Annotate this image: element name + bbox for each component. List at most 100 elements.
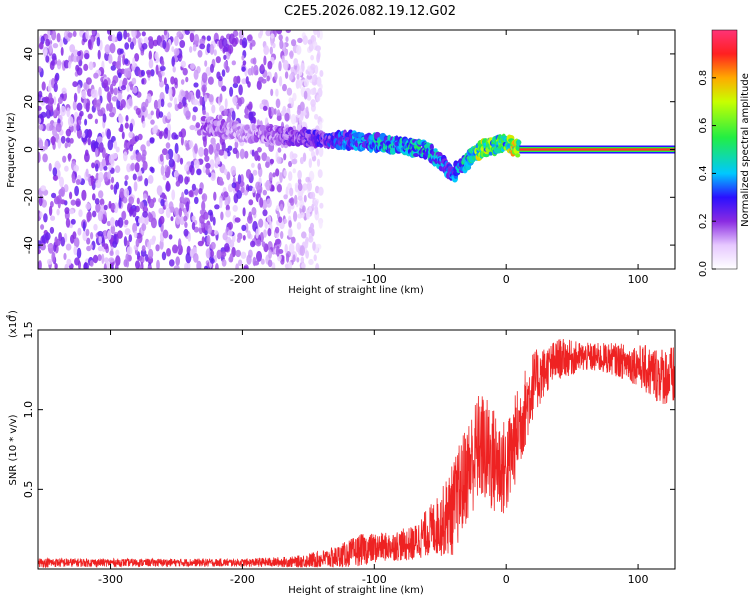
- spectrogram-noise-cell: [96, 36, 101, 47]
- spectrogram-noise-cell: [117, 92, 123, 102]
- spectrogram-noise-cell: [216, 249, 222, 260]
- spectrogram-noise-cell: [270, 33, 275, 39]
- spectrogram-noise-cell: [103, 263, 107, 269]
- spectrogram-noise-cell: [174, 142, 179, 154]
- spectrogram-noise-cell: [244, 150, 249, 159]
- spectrogram-noise-cell: [109, 83, 114, 93]
- spectrogram-noise-cell: [203, 148, 209, 157]
- spectrogram-noise-cell: [93, 97, 98, 109]
- spectrogram-noise-cell: [279, 39, 284, 50]
- spectrogram-noise-cell: [255, 228, 259, 239]
- spectrogram-noise-cell: [292, 168, 296, 174]
- spectrogram-noise-cell: [125, 115, 129, 122]
- spectrogram-noise-cell: [103, 79, 109, 88]
- spectrogram-noise-cell: [205, 66, 212, 77]
- spectrogram-noise-cell: [206, 234, 211, 246]
- spectrogram-noise-cell: [160, 98, 165, 108]
- spectrogram-noise-cell: [103, 243, 109, 250]
- spectrogram-noise-cell: [214, 229, 219, 236]
- spectrogram-noise-cell: [88, 129, 92, 139]
- spectrogram-noise-cell: [193, 253, 199, 263]
- spectrogram-noise-cell: [272, 42, 276, 49]
- spectrogram-noise-cell: [95, 172, 100, 181]
- spectrogram-noise-cell: [252, 169, 258, 176]
- spectrogram-noise-cell: [275, 238, 281, 245]
- spectrogram-noise-cell: [85, 203, 92, 210]
- spectrogram-noise-cell: [106, 128, 111, 140]
- colorbar-ticks: 0.0 0.2 0.4 0.6 0.8: [698, 70, 716, 277]
- spectrogram-noise-cell: [263, 55, 267, 66]
- snr-frame: [37, 329, 676, 570]
- spectrogram-noise-cell: [249, 42, 253, 50]
- spectrogram-noise-cell: [267, 60, 273, 70]
- spectrogram-noise-cell: [184, 30, 191, 35]
- spectrogram-noise-cell: [69, 137, 74, 144]
- spectrogram-noise-cell: [147, 113, 153, 120]
- spectrogram-noise-cell: [265, 161, 270, 168]
- spectrogram-noise-cell: [199, 43, 206, 50]
- spectrogram-noise-cell: [124, 42, 130, 50]
- spectrogram-noise-cell: [299, 212, 305, 218]
- y-tick-label: -20: [22, 188, 35, 206]
- spectrogram-noise-cell: [117, 230, 123, 239]
- x-tick-label: -100: [362, 573, 387, 586]
- spectrogram-noise-cell: [81, 189, 87, 201]
- spectrogram-noise-cell: [60, 135, 66, 144]
- spectrogram-noise-cell: [223, 151, 228, 160]
- spectrogram-noise-cell: [291, 236, 296, 244]
- spectrogram-noise-cell: [318, 146, 324, 158]
- spectrogram-noise-cell: [135, 107, 141, 115]
- spectrogram-noise-cell: [163, 77, 167, 86]
- spectrogram-noise-cell: [141, 78, 145, 85]
- spectrogram-noise-cell: [248, 211, 253, 221]
- spectrogram-noise-cell: [159, 215, 165, 225]
- spectrogram-noise-cell: [92, 210, 97, 218]
- spectrogram-noise-cell: [205, 168, 210, 176]
- spectrogram-noise-cell: [106, 220, 111, 227]
- spectrogram-noise-cell: [215, 263, 219, 269]
- spectrogram-noise-cell: [310, 88, 317, 96]
- spectrogram-signal-cell: [413, 153, 420, 157]
- spectrogram-noise-cell: [193, 34, 200, 45]
- spectrogram-noise-cell: [155, 244, 160, 252]
- spectrogram-noise-cell: [305, 209, 311, 220]
- spectrogram-noise-cell: [274, 72, 278, 81]
- spectrogram-noise-cell: [135, 238, 140, 248]
- colorbar-tick-label: 0.8: [698, 70, 709, 86]
- spectrogram-noise-cell: [159, 153, 164, 162]
- spectrogram-noise-cell: [232, 204, 238, 212]
- spectrogram-noise-cell: [118, 127, 124, 133]
- spectrogram-noise-cell: [75, 179, 81, 185]
- spectrogram-noise-cell: [161, 251, 167, 261]
- spectrogram-noise-cell: [83, 262, 89, 269]
- spectrogram-noise-cell: [138, 217, 142, 224]
- spectrogram-noise-cell: [108, 257, 115, 263]
- spectrogram-noise-cell: [295, 79, 300, 90]
- spectrogram-noise-cell: [117, 217, 124, 229]
- spectrogram-noise-cell: [142, 160, 148, 171]
- spectrogram-noise-cell: [235, 249, 241, 258]
- spectrogram-noise-cell: [175, 214, 181, 225]
- spectrogram-noise-cell: [198, 188, 203, 195]
- spectrogram-noise-cell: [67, 61, 72, 69]
- spectrogram-noise-cell: [201, 236, 205, 244]
- spectrogram-noise-cell: [53, 109, 57, 118]
- spectrogram-noise-cell: [147, 174, 154, 184]
- snr-multiplier: (x10 4 ): [5, 310, 19, 338]
- spectrogram-noise-cell: [108, 102, 113, 113]
- spectrogram-noise-cell: [276, 156, 282, 164]
- spectrogram-noise-cell: [76, 122, 80, 131]
- spectrogram-noise-cell: [241, 224, 247, 232]
- spectrogram-noise-cell: [98, 86, 102, 98]
- spectrogram-noise-cell: [124, 219, 129, 225]
- spectrogram-noise-cell: [82, 132, 86, 139]
- spectrogram-noise-cell: [252, 256, 257, 267]
- spectrogram-noise-cell: [301, 263, 306, 269]
- spectrogram-noise-cell: [195, 89, 201, 99]
- spectrogram-noise-cell: [56, 59, 62, 70]
- spectrogram-noise-cell: [302, 35, 308, 45]
- spectrogram-noise-cell: [315, 45, 321, 52]
- colorbar: [711, 29, 738, 270]
- spectrogram-noise-cell: [228, 221, 233, 230]
- spectrogram-noise-cell: [263, 229, 267, 238]
